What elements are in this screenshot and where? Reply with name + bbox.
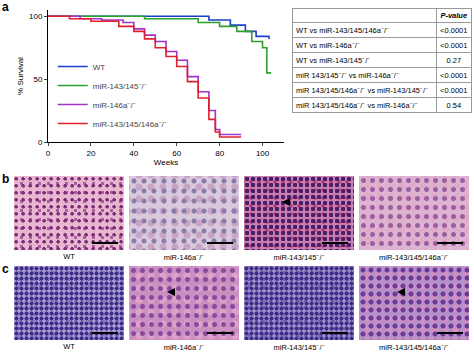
html-text:<0.0001: <0.0001 <box>440 85 468 95</box>
svg-text:80: 80 <box>215 149 224 158</box>
svg-text:20: 20 <box>86 149 95 158</box>
svg-text:Weeks: Weeks <box>154 158 178 167</box>
html-text:miR-143/145/146a⁻/⁻: miR-143/145/146a⁻/⁻ <box>379 343 449 352</box>
html-text:miR-146a⁻/⁻: miR-146a⁻/⁻ <box>163 343 205 352</box>
html-text:0.27: 0.27 <box>446 55 462 65</box>
html-text:b: b <box>2 172 10 186</box>
html-text:miR 143/145/146a⁻/⁻ vs miR-143: miR 143/145/146a⁻/⁻ vs miR-143/145⁻/⁻ <box>296 86 429 95</box>
svg-text:50: 50 <box>33 75 42 84</box>
svg-text:miR-143/145/146a⁻/⁻: miR-143/145/146a⁻/⁻ <box>93 120 167 129</box>
svg-text:60: 60 <box>172 149 181 158</box>
html-text:a: a <box>2 0 9 14</box>
html-text:0.54: 0.54 <box>446 100 462 110</box>
html-text:miR-146a⁻/⁻: miR-146a⁻/⁻ <box>163 253 205 262</box>
html-text:<0.0001: <0.0001 <box>440 70 468 80</box>
svg-text:100: 100 <box>256 149 270 158</box>
html-text:<0.0001: <0.0001 <box>440 25 468 35</box>
html-text:miR-143/145/146a⁻/⁻: miR-143/145/146a⁻/⁻ <box>379 253 449 262</box>
html-text:miR-143/145⁻/⁻: miR-143/145⁻/⁻ <box>273 343 325 352</box>
svg-text:miR-143/145⁻/⁻: miR-143/145⁻/⁻ <box>93 82 147 91</box>
html-text:WT: WT <box>63 252 75 261</box>
html-text:<0.0001: <0.0001 <box>440 40 468 50</box>
html-text:miR-143/145⁻/⁻: miR-143/145⁻/⁻ <box>273 253 325 262</box>
svg-text:0: 0 <box>46 149 51 158</box>
html-text:miR 143/145/146a⁻/⁻ vs miR-146: miR 143/145/146a⁻/⁻ vs miR-146a⁻/⁻ <box>296 101 418 110</box>
html-text:miR 143/145⁻/⁻ vs miR-146a⁻/⁻: miR 143/145⁻/⁻ vs miR-146a⁻/⁻ <box>296 71 399 80</box>
html-text:WT vs miR-143/145/146a⁻/⁻: WT vs miR-143/145/146a⁻/⁻ <box>296 26 389 35</box>
html-text:P-value: P-value <box>440 11 468 20</box>
html-text:c: c <box>2 262 9 276</box>
svg-text:WT: WT <box>93 63 106 72</box>
svg-text:0: 0 <box>38 138 43 147</box>
svg-text:miR-146a⁻/⁻: miR-146a⁻/⁻ <box>93 101 136 110</box>
svg-text:% Survival: % Survival <box>16 57 25 95</box>
svg-text:40: 40 <box>129 149 138 158</box>
html-text:WT vs miR-146a⁻/⁻: WT vs miR-146a⁻/⁻ <box>296 41 360 50</box>
html-text:WT vs miR-143/145⁻/⁻: WT vs miR-143/145⁻/⁻ <box>296 56 371 65</box>
html-text:WT: WT <box>63 342 75 351</box>
svg-text:100: 100 <box>29 12 43 21</box>
